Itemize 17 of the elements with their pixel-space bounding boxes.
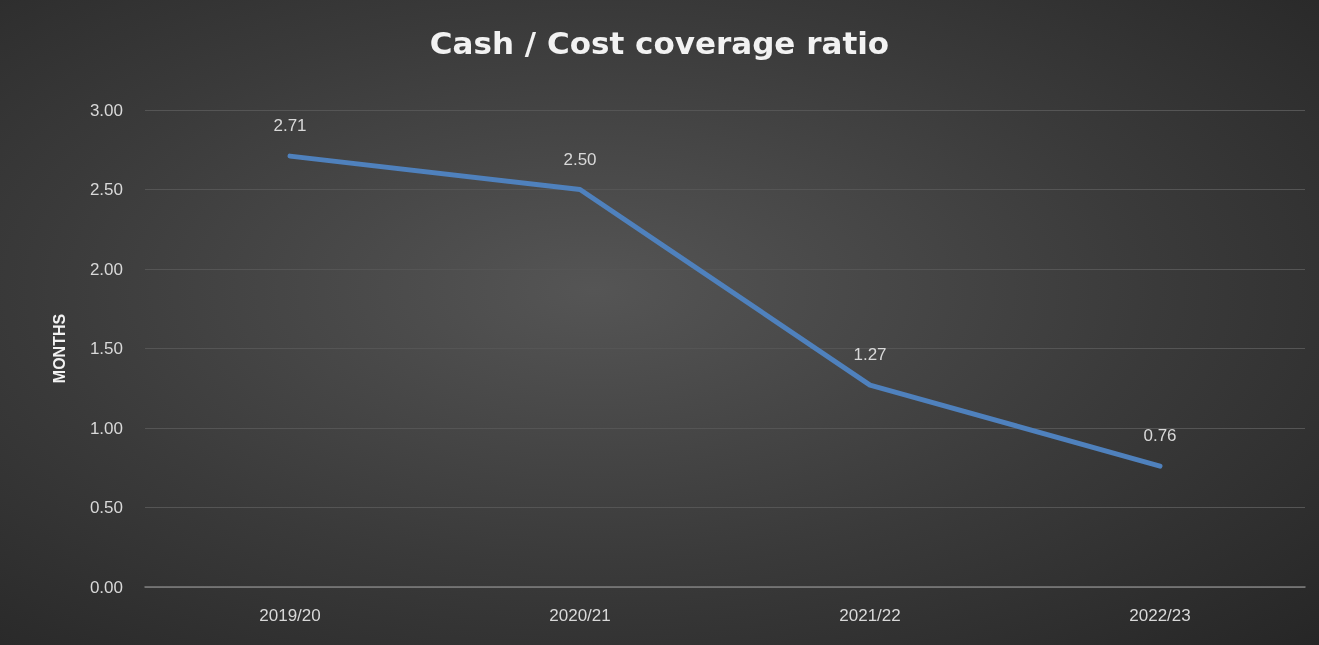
y-tick-label: 3.00 xyxy=(89,100,123,120)
y-axis-title: MONTHS xyxy=(50,313,68,384)
y-tick-label: 0.50 xyxy=(89,498,123,517)
data-label: 1.27 xyxy=(853,345,887,365)
x-tick-label: 2022/23 xyxy=(1129,606,1191,625)
x-tick-label: 2020/21 xyxy=(549,606,611,625)
data-label: 2.71 xyxy=(273,116,307,136)
chart-title: Cash / Cost coverage ratio xyxy=(429,24,890,61)
x-tick-label: 2021/22 xyxy=(839,606,901,625)
data-label: 0.76 xyxy=(1143,426,1177,446)
y-tick-label: 2.50 xyxy=(89,180,123,199)
y-tick-label: 1.00 xyxy=(89,418,123,438)
y-tick-label: 0.00 xyxy=(89,577,123,597)
data-label: 2.50 xyxy=(563,149,597,169)
y-tick-label: 2.00 xyxy=(89,259,123,279)
x-tick-label: 2019/20 xyxy=(259,606,321,625)
y-tick-label: 1.50 xyxy=(89,339,123,358)
